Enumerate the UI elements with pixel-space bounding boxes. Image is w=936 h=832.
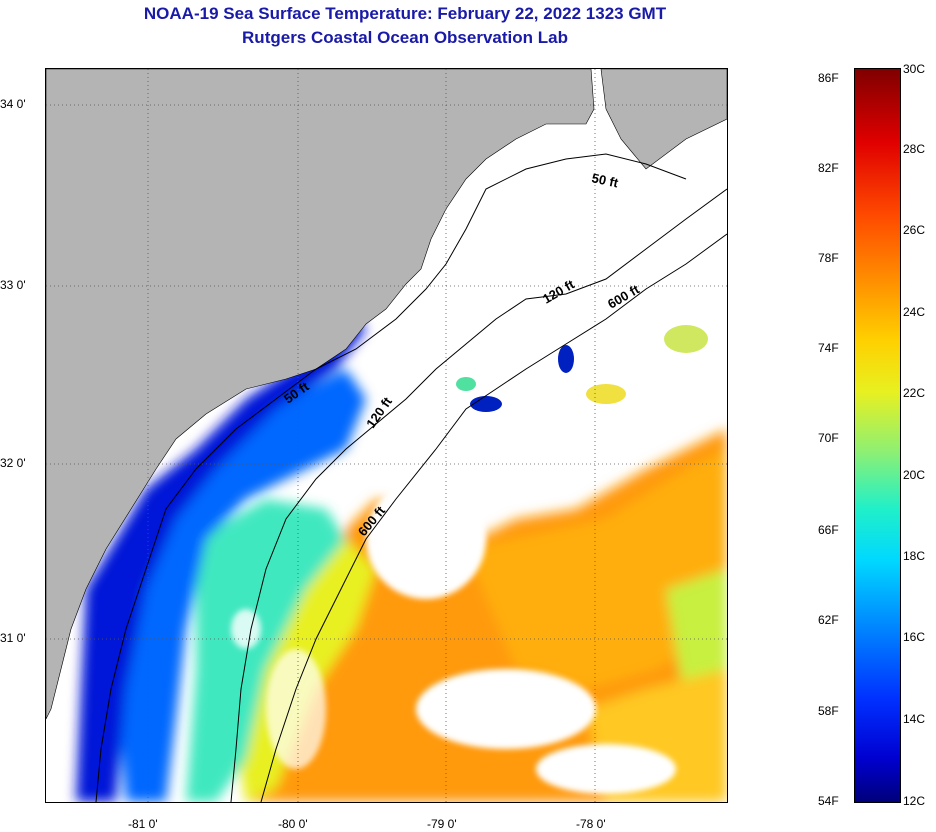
sst-map-canvas: 50 ft 120 ft 600 ft 50 ft 120 ft 600 ft	[46, 69, 727, 802]
colorbar-label-f: 58F	[818, 704, 839, 718]
depth-contours	[95, 153, 727, 802]
contour-label-50ft-north: 50 ft	[590, 170, 620, 190]
lat-label-33: 33 0'	[0, 278, 26, 292]
colorbar-label-c: 22C	[903, 386, 926, 400]
land-mass	[46, 69, 595, 720]
colorbar-label-c: 18C	[903, 549, 926, 563]
colorbar-label-c: 12C	[903, 794, 926, 808]
map-title: NOAA-19 Sea Surface Temperature: Februar…	[143, 4, 667, 23]
temperature-colorbar	[854, 68, 901, 803]
sst-map: 50 ft 120 ft 600 ft 50 ft 120 ft 600 ft	[45, 68, 728, 803]
lon-label-79: -79 0'	[427, 817, 457, 831]
colorbar-label-f: 82F	[818, 161, 839, 175]
colorbar-label-f: 66F	[818, 523, 839, 537]
lat-label-32: 32 0'	[0, 456, 26, 470]
colorbar-label-c: 20C	[903, 468, 926, 482]
lon-label-80: -80 0'	[278, 817, 308, 831]
map-subtitle: Rutgers Coastal Ocean Observation Lab	[242, 28, 568, 47]
land-mass	[600, 69, 727, 170]
sst-patch	[558, 345, 574, 373]
colorbar-label-c: 14C	[903, 712, 926, 726]
colorbar-label-c: 28C	[903, 142, 926, 156]
colorbar-label-f: 74F	[818, 341, 839, 355]
cloud-patches	[231, 479, 676, 794]
sst-patch	[664, 325, 708, 353]
colorbar-label-c: 26C	[903, 223, 926, 237]
colorbar-label-c: 30C	[903, 62, 926, 76]
graticule	[46, 69, 727, 802]
lon-label-81: -81 0'	[128, 817, 158, 831]
lat-label-31: 31 0'	[0, 631, 26, 645]
colorbar-label-f: 70F	[818, 431, 839, 445]
colorbar-label-f: 62F	[818, 613, 839, 627]
sst-patch	[456, 377, 476, 391]
colorbar-label-f: 78F	[818, 251, 839, 265]
lat-label-34: 34 0'	[0, 97, 26, 111]
colorbar-label-f: 86F	[818, 71, 839, 85]
sst-patch	[470, 396, 502, 412]
sst-patch	[586, 384, 626, 404]
colorbar-label-c: 24C	[903, 305, 926, 319]
colorbar-label-f: 54F	[818, 794, 839, 808]
colorbar-label-c: 16C	[903, 630, 926, 644]
lon-label-78: -78 0'	[576, 817, 606, 831]
